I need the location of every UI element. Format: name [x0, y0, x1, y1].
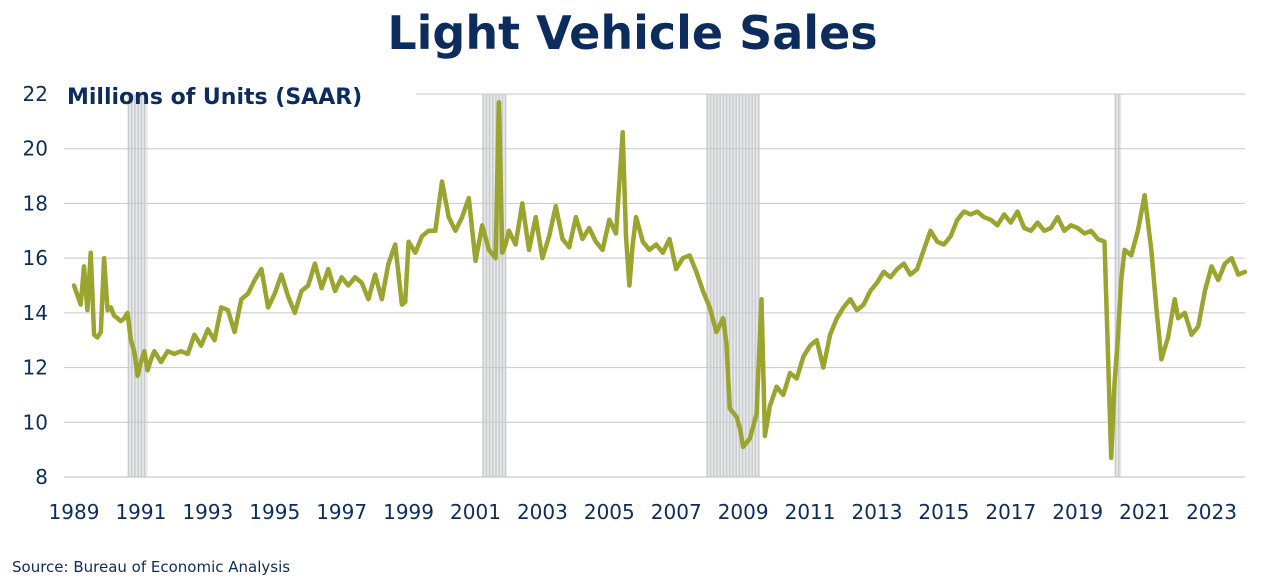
y-gridlines [64, 93, 1245, 478]
x-tick-label: 1999 [383, 500, 434, 524]
series-layer [71, 99, 1248, 461]
x-tick-label: 1989 [49, 500, 100, 524]
y-tick-label: 12 [23, 356, 48, 380]
y-axis: 8 10 12 14 16 18 20 22 [23, 82, 48, 489]
x-tick-label: 1995 [249, 500, 300, 524]
y-tick-label: 22 [23, 82, 48, 106]
x-tick-label: 1991 [115, 500, 166, 524]
x-tick-label: 2013 [852, 500, 903, 524]
x-axis: 1989 1991 1993 1995 1997 1999 2001 2003 2005 2007… [49, 500, 1237, 524]
y-tick-label: 8 [35, 465, 48, 489]
recession-bands [127, 94, 1122, 477]
x-tick-label: 2015 [918, 500, 969, 524]
y-tick-label: 14 [23, 301, 48, 325]
recession-band [706, 94, 760, 477]
source-note: Source: Bureau of Economic Analysis [12, 558, 291, 576]
x-tick-label: 2011 [785, 500, 836, 524]
x-tick-label: 2007 [651, 500, 702, 524]
chart-title: Light Vehicle Sales [387, 6, 878, 60]
y-tick-label: 16 [23, 246, 48, 270]
y-tick-label: 10 [23, 410, 48, 434]
y-tick-label: 20 [23, 137, 48, 161]
x-tick-label: 1997 [316, 500, 367, 524]
x-tick-label: 2023 [1186, 500, 1237, 524]
x-tick-label: 2021 [1119, 500, 1170, 524]
x-tick-label: 2017 [985, 500, 1036, 524]
recession-band [127, 94, 148, 477]
x-tick-label: 2005 [584, 500, 635, 524]
y-tick-label: 18 [23, 191, 48, 215]
x-tick-label: 2001 [450, 500, 501, 524]
x-tick-label: 2019 [1052, 500, 1103, 524]
y-axis-label: Millions of Units (SAAR) [67, 85, 362, 110]
x-tick-label: 2003 [517, 500, 568, 524]
x-tick-label: 1993 [182, 500, 233, 524]
x-tick-label: 2009 [718, 500, 769, 524]
series-line [71, 99, 1248, 461]
